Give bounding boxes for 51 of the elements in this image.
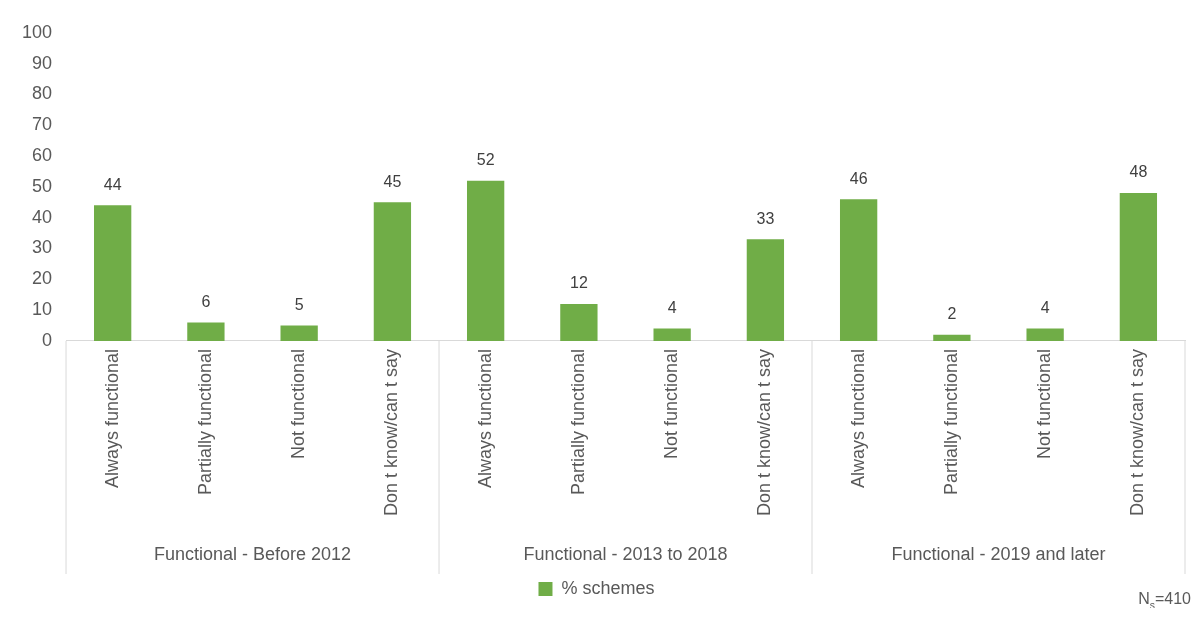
y-tick-label: 0 — [42, 329, 53, 350]
y-tick-label: 80 — [32, 83, 53, 104]
data-label: 33 — [756, 209, 775, 227]
x-tick-label: Partially functional — [194, 348, 215, 495]
x-tick-label: Always functional — [847, 348, 868, 488]
bar — [280, 325, 318, 341]
x-tick-label: Partially functional — [940, 348, 961, 495]
legend-label: % schemes — [561, 577, 655, 598]
x-tick-label: Don t know/can t say — [1127, 348, 1148, 517]
y-tick-label: 50 — [32, 175, 53, 196]
x-tick-label: Not functional — [288, 348, 309, 459]
text: Functional - Before 2012 — [153, 544, 352, 564]
y-tick-label: 60 — [32, 145, 53, 166]
bar — [94, 205, 132, 341]
data-label: 46 — [849, 169, 868, 187]
bar — [187, 322, 225, 341]
bar — [1026, 328, 1064, 341]
bar — [933, 334, 971, 341]
x-tick-label: Always functional — [101, 348, 122, 488]
x-tick-label: Not functional — [661, 348, 682, 459]
bar — [373, 202, 412, 341]
data-label: 52 — [476, 151, 495, 169]
data-label: 48 — [1129, 163, 1148, 181]
bar — [839, 199, 878, 341]
bar — [746, 239, 785, 341]
y-tick-label: 90 — [32, 52, 53, 73]
data-label: 12 — [569, 274, 588, 292]
text: Functional - 2019 and later — [891, 544, 1106, 564]
data-label: 6 — [201, 292, 211, 310]
data-label: 2 — [947, 305, 957, 323]
x-tick-label: Partially functional — [567, 348, 588, 495]
data-label: 44 — [103, 175, 122, 193]
bar — [1119, 193, 1158, 341]
y-tick-label: 10 — [32, 299, 53, 320]
data-label: 4 — [667, 299, 677, 316]
bar — [653, 328, 691, 341]
y-tick-label: 20 — [32, 268, 53, 289]
data-label: 4 — [1040, 299, 1050, 316]
x-tick-label: Don t know/can t say — [381, 348, 402, 517]
data-label: 45 — [383, 172, 402, 190]
bar — [560, 303, 598, 341]
y-tick-label: 70 — [32, 114, 53, 135]
text: Functional - 2013 to 2018 — [523, 544, 728, 564]
x-tick-label: Don t know/can t say — [754, 348, 775, 517]
y-tick-label: 100 — [21, 21, 53, 42]
y-tick-label: 30 — [32, 237, 53, 258]
x-tick-label: Not functional — [1034, 348, 1055, 459]
data-label: 5 — [294, 295, 304, 313]
y-tick-label: 40 — [32, 206, 53, 227]
x-tick-label: Always functional — [474, 348, 495, 488]
bar — [467, 180, 505, 341]
